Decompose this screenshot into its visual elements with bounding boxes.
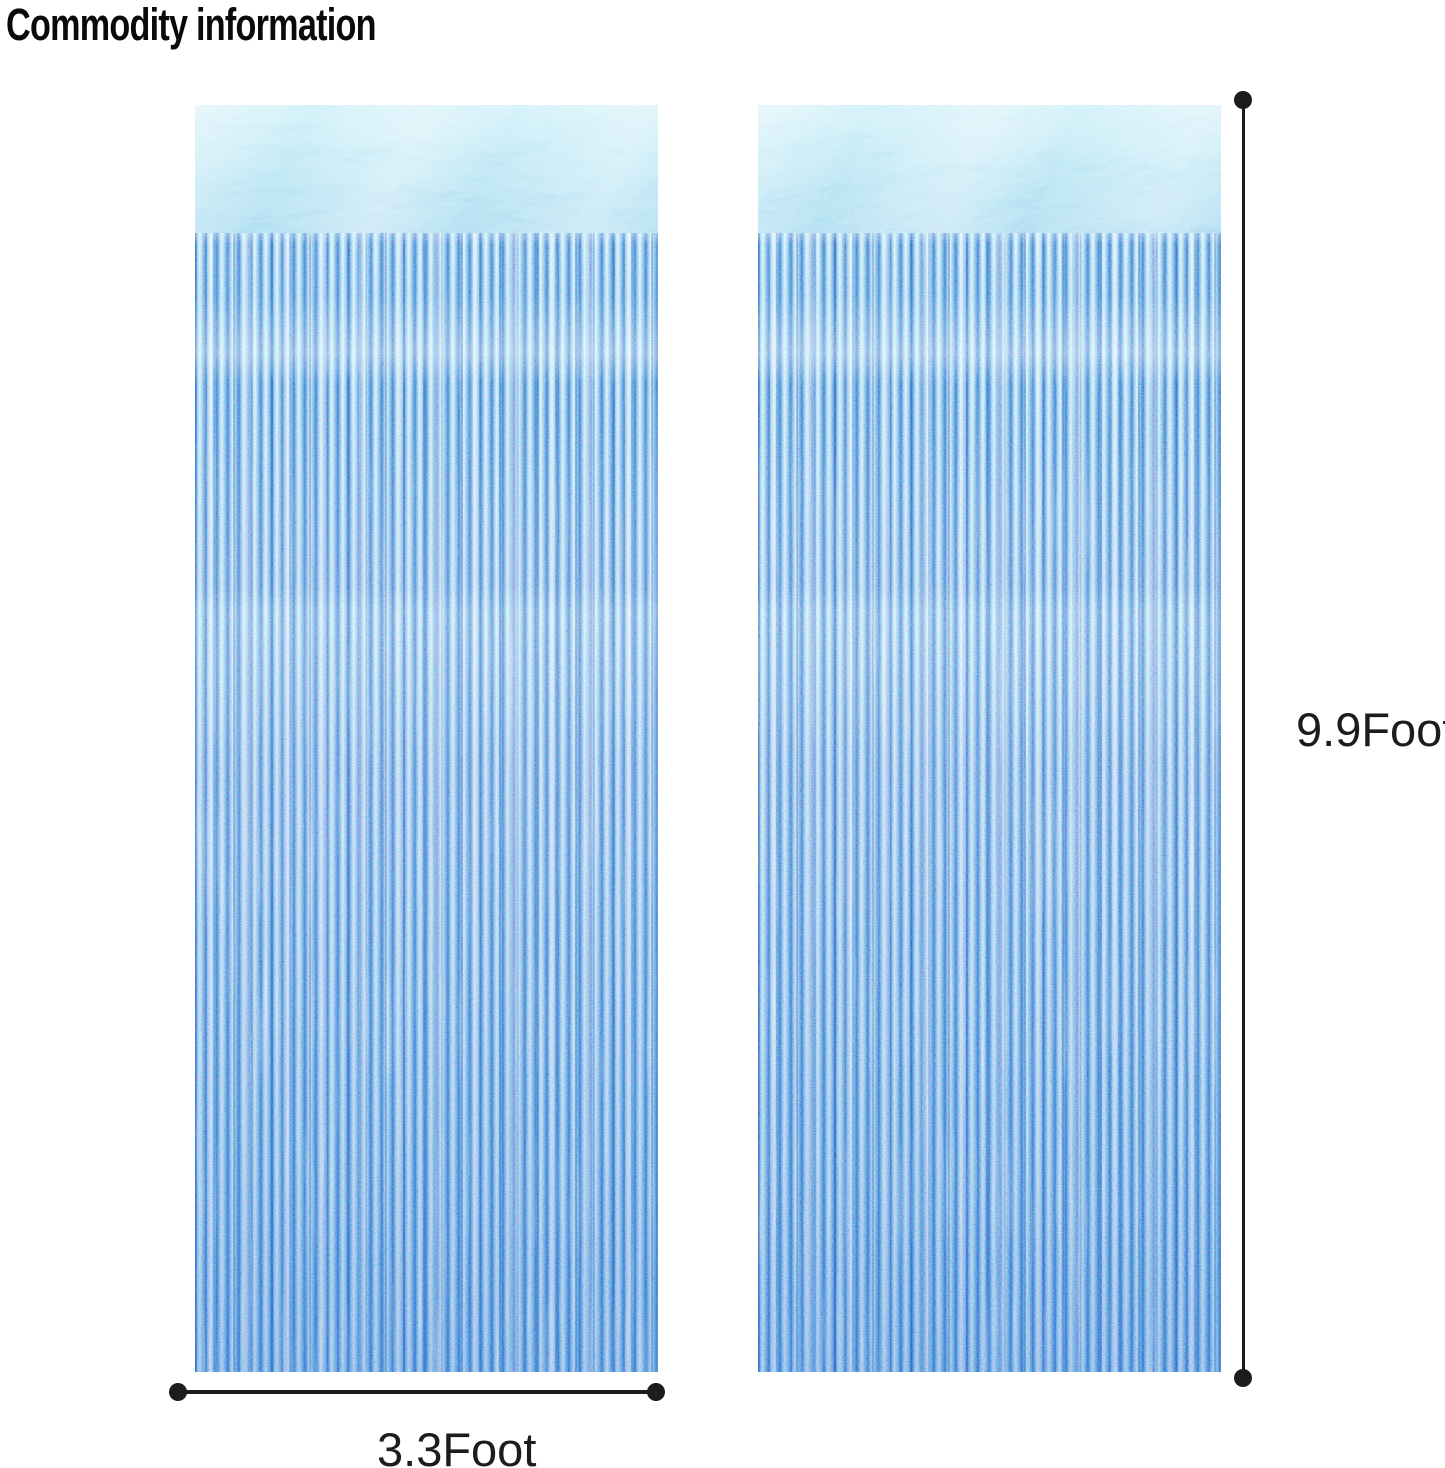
foil-crumple-texture	[195, 105, 658, 233]
curtain-foil-header	[758, 105, 1221, 233]
curtain-strands	[758, 105, 1221, 1372]
curtain-panel-right	[758, 105, 1221, 1372]
foil-crumple-texture	[758, 105, 1221, 233]
foil-sparkle-texture	[758, 105, 1221, 233]
height-dimension-line	[1242, 100, 1245, 1378]
curtain-strands	[195, 105, 658, 1372]
page-title: Commodity information	[6, 0, 376, 50]
curtain-panel-left	[195, 105, 658, 1372]
dimension-endpoint-dot	[647, 1383, 665, 1401]
foil-sparkle-texture	[195, 105, 658, 233]
dimension-endpoint-dot	[1234, 1369, 1252, 1387]
width-dimension-label: 3.3Foot	[377, 1423, 537, 1468]
curtain-foil-header	[195, 105, 658, 233]
height-dimension-label: 9.9Foot	[1296, 703, 1445, 756]
width-dimension-line	[178, 1390, 656, 1394]
